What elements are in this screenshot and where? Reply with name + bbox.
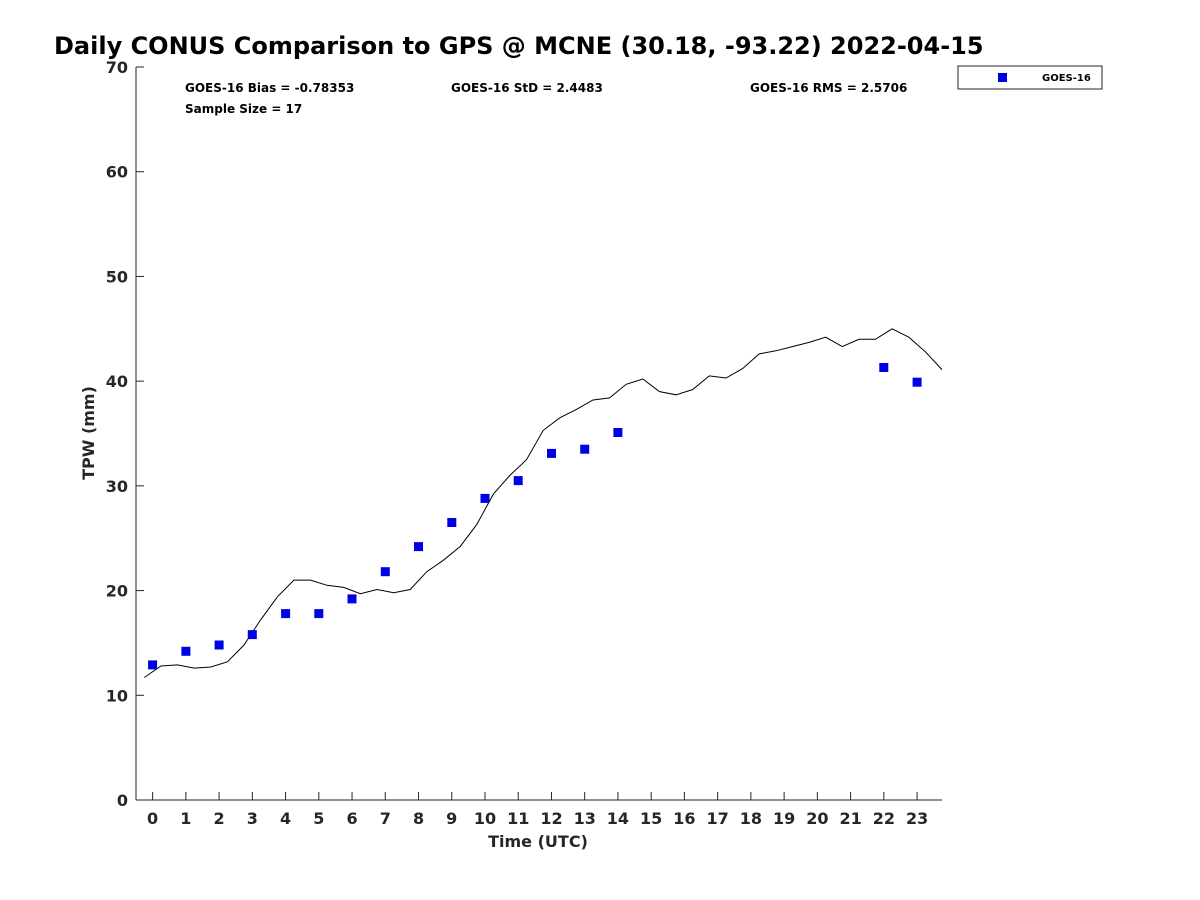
x-tick-label: 23 xyxy=(906,809,928,828)
y-axis-label: TPW (mm) xyxy=(79,386,98,480)
x-tick-label: 22 xyxy=(873,809,895,828)
goes16-point xyxy=(148,660,158,670)
goes16-point xyxy=(214,640,224,650)
goes16-point xyxy=(513,476,523,486)
x-tick-label: 3 xyxy=(247,809,258,828)
goes16-point xyxy=(380,567,390,577)
goes16-point xyxy=(314,609,324,619)
x-tick-label: 2 xyxy=(214,809,225,828)
x-ticks: 0 1 2 3 4 5 6 7 8 9 10 11 12 13 14 15 16 17 18 19 20 21 22 23 xyxy=(147,792,928,828)
x-tick-label: 1 xyxy=(180,809,191,828)
x-tick-label: 16 xyxy=(673,809,695,828)
y-tick-label: 0 xyxy=(117,791,128,810)
std-annotation: GOES-16 StD = 2.4483 xyxy=(451,81,603,95)
y-tick-label: 70 xyxy=(106,58,128,77)
x-tick-label: 17 xyxy=(707,809,729,828)
legend-label-goes16: GOES-16 xyxy=(1042,73,1091,84)
goes16-point xyxy=(347,594,357,604)
x-tick-label: 21 xyxy=(839,809,861,828)
plot-data xyxy=(144,328,943,678)
goes16-point xyxy=(912,377,922,387)
chart-title: Daily CONUS Comparison to GPS @ MCNE (30… xyxy=(54,32,984,60)
goes16-point xyxy=(580,444,590,454)
x-tick-label: 8 xyxy=(413,809,424,828)
axes xyxy=(135,67,942,801)
x-tick-label: 6 xyxy=(346,809,357,828)
x-tick-label: 20 xyxy=(806,809,828,828)
x-tick-label: 7 xyxy=(380,809,391,828)
legend-marker-goes16 xyxy=(998,73,1007,82)
goes16-point xyxy=(480,493,490,503)
goes16-point xyxy=(547,448,556,458)
goes16-point xyxy=(879,363,889,372)
x-tick-label: 5 xyxy=(313,809,324,828)
y-tick-label: 50 xyxy=(106,267,128,286)
y-tick-label: 30 xyxy=(106,477,128,496)
goes16-point xyxy=(181,646,191,656)
x-tick-label: 18 xyxy=(740,809,762,828)
sample-size-annotation: Sample Size = 17 xyxy=(185,102,302,116)
y-tick-label: 60 xyxy=(106,163,128,182)
stats-annotations: GOES-16 Bias = -0.78353 GOES-16 StD = 2.… xyxy=(185,81,907,116)
x-tick-label: 11 xyxy=(507,809,529,828)
bias-annotation: GOES-16 Bias = -0.78353 xyxy=(185,81,354,95)
legend-box xyxy=(957,65,1103,90)
x-tick-label: 12 xyxy=(540,809,562,828)
goes16-point xyxy=(281,609,291,619)
x-tick-label: 9 xyxy=(446,809,457,828)
x-tick-label: 10 xyxy=(474,809,496,828)
y-tick-label: 10 xyxy=(106,686,128,705)
x-tick-label: 14 xyxy=(607,809,629,828)
goes16-point xyxy=(414,542,423,552)
x-tick-label: 4 xyxy=(280,809,291,828)
gps-tpw-line xyxy=(144,328,943,678)
x-tick-label: 19 xyxy=(773,809,795,828)
x-axis-label: Time (UTC) xyxy=(488,832,588,851)
x-tick-label: 0 xyxy=(147,809,158,828)
x-tick-label: 13 xyxy=(574,809,596,828)
rms-annotation: GOES-16 RMS = 2.5706 xyxy=(750,81,907,95)
y-ticks: 0 10 20 30 40 50 60 70 xyxy=(106,58,144,810)
goes16-point xyxy=(247,630,257,640)
goes16-point xyxy=(447,518,457,527)
y-tick-label: 20 xyxy=(106,582,128,601)
y-tick-label: 40 xyxy=(106,372,128,391)
x-tick-label: 15 xyxy=(640,809,662,828)
legend: GOES-16 xyxy=(957,65,1103,90)
goes16-point xyxy=(613,428,623,437)
